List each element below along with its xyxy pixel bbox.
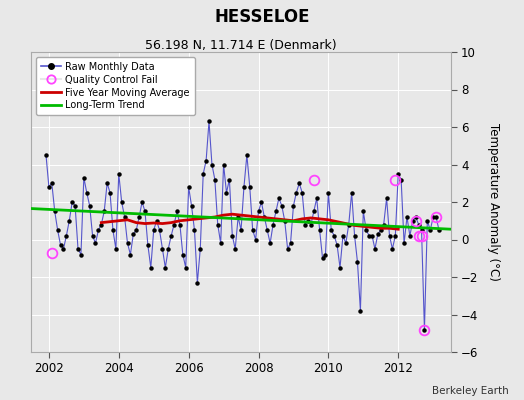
Text: Berkeley Earth: Berkeley Earth xyxy=(432,386,508,396)
Legend: Raw Monthly Data, Quality Control Fail, Five Year Moving Average, Long-Term Tren: Raw Monthly Data, Quality Control Fail, … xyxy=(36,57,195,115)
Title: 56.198 N, 11.714 E (Denmark): 56.198 N, 11.714 E (Denmark) xyxy=(145,39,337,52)
Y-axis label: Temperature Anomaly (°C): Temperature Anomaly (°C) xyxy=(487,123,500,281)
Text: HESSELOE: HESSELOE xyxy=(214,8,310,26)
